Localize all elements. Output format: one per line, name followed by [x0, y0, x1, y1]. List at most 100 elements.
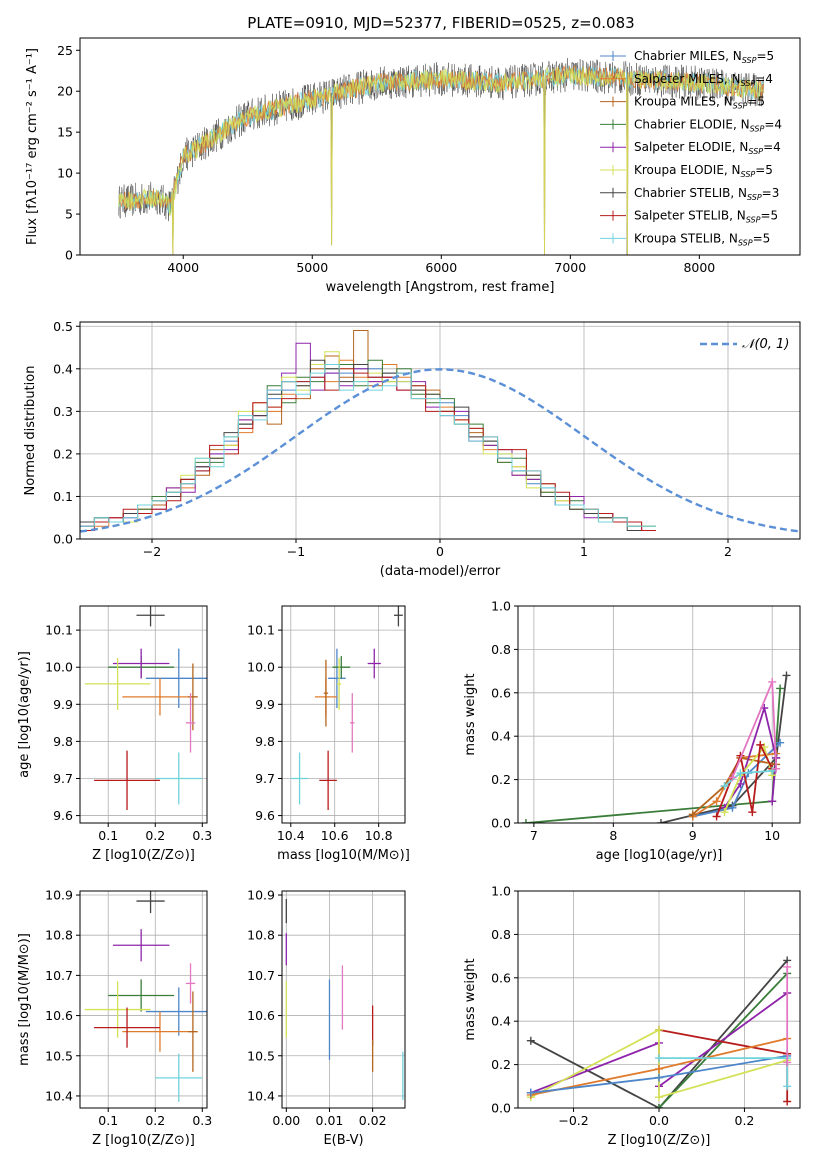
- y-tick-label: 10.6: [45, 1008, 73, 1023]
- weight-marker-chabrier_stelib: [526, 1036, 535, 1045]
- y-tick-label: 15: [57, 125, 73, 140]
- x-tick-label: 0: [436, 544, 444, 559]
- plot-area-weight_vs_age: [521, 671, 791, 823]
- x-tick-label: 8: [609, 828, 617, 843]
- y-tick-label: 10: [57, 166, 73, 181]
- plot-area-residuals: [80, 330, 800, 533]
- x-axis-label: Z [log10(Z/Z⊙)]: [92, 848, 195, 863]
- legend-label-3: Chabrier ELODIE, NSSP=4: [634, 117, 782, 133]
- y-tick-label: 0.6: [491, 685, 511, 700]
- figure-title: PLATE=0910, MJD=52377, FIBERID=0525, z=0…: [247, 14, 634, 32]
- x-tick-label: 10.8: [365, 828, 393, 843]
- y-tick-label: 9.6: [53, 808, 73, 823]
- x-axis-label: Z [log10(Z/Z⊙)]: [608, 1133, 711, 1148]
- x-axis-label: wavelength [Angstrom, rest frame]: [326, 280, 555, 295]
- legend-label-6: Chabrier STELIB, NSSP=3: [634, 186, 779, 202]
- normal-curve: [80, 368, 800, 533]
- y-axis-label: mass [log10(M/M⊙)]: [17, 933, 32, 1066]
- legend-label: 𝒩(0, 1): [742, 337, 789, 352]
- weight-line-kroupa_elodie: [530, 1028, 788, 1099]
- weight-line-chabrier_stelib: [530, 959, 788, 1108]
- axes-weight_vs_age: 7 8 9 10 0.0 0.2 0.4 0.6 0.8 1.0 age [log10(age/yr…: [463, 599, 801, 863]
- y-tick-label: 10.9: [45, 888, 73, 903]
- y-tick-label: 0.4: [53, 361, 73, 376]
- y-axis-label: Flux [fλ10⁻¹⁷ erg cm⁻² s⁻¹ A⁻¹]: [25, 48, 40, 245]
- y-tick-label: 0: [65, 248, 73, 263]
- weight-marker-kroupa_elodie: [720, 808, 729, 817]
- y-tick-label: 9.8: [255, 734, 275, 749]
- y-tick-label: 0.8: [491, 927, 511, 942]
- spectrum-legend: Chabrier MILES, NSSP=5 Salpeter MILES, NS…: [600, 49, 782, 247]
- frame-mass_vs_Z: 0.1 0.2 0.3 10.4 10.5 10.6 10.7 10.8 10.9 Z [log1…: [17, 888, 212, 1148]
- x-tick-label: 10: [764, 828, 780, 843]
- plot-area-age_vs_Z: [84, 606, 207, 811]
- weight-marker-pink: [768, 677, 777, 686]
- y-tick-label: 9.7: [53, 771, 73, 786]
- x-tick-label: 0.01: [316, 1113, 344, 1128]
- histogram-kroupa_stelib: [80, 364, 656, 527]
- y-tick-label: 10.5: [45, 1048, 73, 1063]
- weight-marker-chabrier_miles: [655, 1073, 663, 1082]
- axes-frame: [281, 890, 406, 1109]
- weight-marker-kroupa_elodie: [655, 1025, 663, 1034]
- x-tick-label: 7000: [554, 260, 586, 275]
- frame-weight_vs_Z: −0.2 0.0 0.2 0.0 0.2 0.4 0.6 0.8 1.0 Z [log10(Z/Z…: [463, 884, 801, 1148]
- y-tick-label: 0.4: [491, 729, 511, 744]
- y-tick-label: 10.1: [45, 623, 73, 638]
- legend-label-8: Kroupa STELIB, NSSP=5: [634, 231, 770, 247]
- x-tick-label: 8000: [683, 260, 715, 275]
- x-axis-label: mass [log10(M/M⊙)]: [277, 848, 410, 863]
- axes-frame: [79, 890, 208, 1109]
- weight-marker-chabrier_stelib: [656, 819, 665, 823]
- weight-marker-kroupa_stelib: [736, 769, 745, 778]
- plot-area-spectrum: [118, 58, 765, 255]
- x-tick-label: −2: [143, 544, 161, 559]
- y-tick-label: 0.4: [491, 1014, 511, 1029]
- weight-marker-salpeter_miles: [712, 797, 721, 806]
- x-tick-label: 6000: [425, 260, 457, 275]
- y-axis-label: mass weight: [463, 958, 478, 1040]
- y-tick-label: 0.2: [491, 772, 511, 787]
- y-tick-label: 0.0: [53, 532, 73, 547]
- y-tick-label: 10.4: [45, 1088, 73, 1103]
- axes-frame: [79, 605, 208, 824]
- weight-marker-salpeter_elodie: [736, 779, 745, 788]
- y-tick-label: 9.9: [255, 697, 275, 712]
- y-tick-label: 10.4: [247, 1088, 275, 1103]
- weight-marker-chabrier_miles: [776, 738, 785, 747]
- x-tick-label: 5000: [296, 260, 328, 275]
- weight-marker-kroupa_stelib: [720, 782, 729, 791]
- weight-marker-kroupa_stelib: [783, 1082, 792, 1091]
- legend-label-4: Salpeter ELODIE, NSSP=4: [634, 140, 781, 156]
- x-tick-label: 7: [530, 828, 538, 843]
- weight-line-chabrier_miles: [692, 742, 781, 818]
- weight-marker-chabrier_elodie: [521, 819, 530, 823]
- axes-age_vs_mass: 10.4 10.6 10.8 9.6 9.7 9.8 9.9 10.0 10.1 mass [lo…: [247, 605, 410, 863]
- axes-weight_vs_Z: −0.2 0.0 0.2 0.0 0.2 0.4 0.6 0.8 1.0 Z [log10(Z/Z…: [463, 884, 801, 1148]
- x-tick-label: 0.3: [192, 828, 212, 843]
- y-tick-label: 9.9: [53, 697, 73, 712]
- y-tick-label: 0.6: [491, 970, 511, 985]
- y-tick-label: 25: [57, 43, 73, 58]
- y-axis-label: age [log10(age/yr)]: [17, 651, 32, 778]
- axes-age_vs_Z: 0.1 0.2 0.3 9.6 9.7 9.8 9.9 10.0 10.1 Z [log10(Z/…: [17, 605, 212, 863]
- axes-frame: [281, 605, 406, 824]
- plot-area-mass_vs_ebv: [285, 899, 404, 1100]
- legend-label-7: Salpeter STELIB, NSSP=5: [634, 209, 778, 225]
- legend-label-0: Chabrier MILES, NSSP=5: [634, 49, 774, 65]
- weight-marker-salpeter_stelib: [712, 812, 721, 821]
- x-tick-label: 0.1: [98, 1113, 118, 1128]
- legend-label-1: Salpeter MILES, NSSP=4: [634, 72, 773, 88]
- y-tick-label: 0.8: [491, 642, 511, 657]
- weight-marker-chabrier_elodie: [776, 684, 785, 693]
- plot-area-mass_vs_Z: [84, 891, 207, 1102]
- weight-marker-chabrier_miles: [728, 803, 737, 812]
- x-tick-label: 0.0: [649, 1113, 669, 1128]
- x-tick-label: 2: [724, 544, 732, 559]
- x-tick-label: 0.00: [272, 1113, 300, 1128]
- weight-marker-kroupa_miles: [688, 810, 697, 819]
- axes-spectrum: 4000 5000 6000 7000 8000 0 5 10 15 20 25 wavelength…: [25, 37, 801, 295]
- y-tick-label: 0.1: [53, 489, 73, 504]
- weight-marker-chabrier_miles: [526, 1088, 535, 1097]
- frame-mass_vs_ebv: 0.00 0.01 0.02 10.4 10.5 10.6 10.7 10.8 10.9 E(B-…: [247, 888, 406, 1148]
